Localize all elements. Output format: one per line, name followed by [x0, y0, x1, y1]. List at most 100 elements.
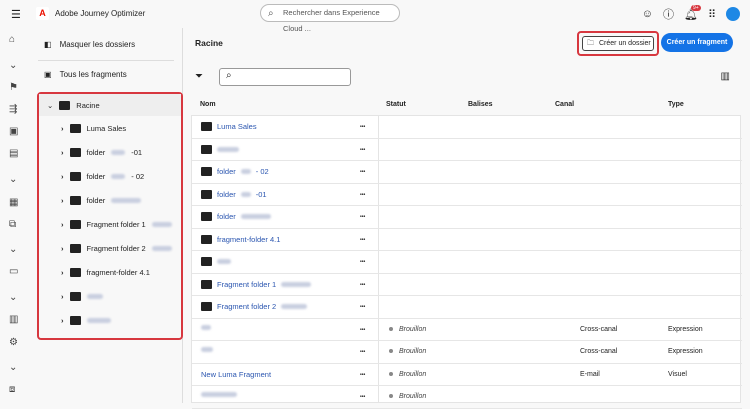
row-name[interactable]: fragment-folder 4.1	[201, 234, 281, 244]
row-name-label[interactable]: Fragment folder 2	[217, 302, 277, 311]
table-row[interactable]: ••• Brouillon	[192, 386, 742, 409]
create-fragment-button[interactable]: Créer un fragment	[661, 33, 733, 52]
schemas-icon[interactable]: ▥	[9, 314, 19, 325]
row-name[interactable]: Luma Sales	[201, 122, 257, 131]
notifications-icon[interactable]: 🔔︎ 9+	[683, 4, 701, 21]
more-actions-icon[interactable]: •••	[360, 169, 366, 175]
chevron-right-icon[interactable]: ›	[61, 196, 64, 205]
avatar[interactable]	[726, 7, 740, 21]
column-settings-icon[interactable]: ▥	[720, 71, 730, 82]
content-icon[interactable]: ▤	[9, 148, 19, 159]
global-search-input[interactable]: ⌕ Rechercher dans Experience Cloud ...	[260, 4, 400, 33]
table-row[interactable]: ••• Brouillon Cross-canal Expression	[192, 319, 742, 341]
row-name[interactable]: Fragment folder 1	[201, 279, 312, 289]
tree-item[interactable]: › Luma Sales	[61, 124, 126, 133]
row-name-label[interactable]: folder	[217, 167, 236, 176]
row-name[interactable]: folder -01	[201, 189, 267, 199]
row-name[interactable]	[201, 392, 237, 397]
channels-icon[interactable]: ⧈	[9, 384, 16, 395]
row-name[interactable]: folder - 02	[201, 167, 269, 176]
more-actions-icon[interactable]: •••	[360, 349, 366, 355]
table-row[interactable]: folder - 02 •••	[192, 161, 742, 184]
table-row[interactable]: fragment-folder 4.1 •••	[192, 229, 742, 251]
campaign-icon[interactable]: ⚑	[9, 82, 18, 93]
row-name-label[interactable]: folder	[217, 189, 236, 199]
row-name[interactable]: Fragment folder 2	[201, 302, 308, 311]
more-actions-icon[interactable]: •••	[360, 394, 366, 400]
reports-icon[interactable]: ▦	[9, 197, 19, 208]
table-row[interactable]: Fragment folder 1 •••	[192, 274, 742, 296]
help-icon[interactable]: ⓘ	[662, 9, 674, 21]
chevron-right-icon[interactable]: ›	[61, 124, 64, 133]
table-row[interactable]: •••	[192, 139, 742, 161]
more-actions-icon[interactable]: •••	[360, 214, 366, 220]
row-name-label[interactable]: New Luma Fragment	[201, 369, 272, 379]
tree-item[interactable]: › fragment-folder 4.1	[61, 268, 150, 277]
more-actions-icon[interactable]: •••	[360, 191, 366, 198]
chevron-right-icon[interactable]: ›	[61, 268, 64, 277]
chevron-right-icon[interactable]: ›	[61, 148, 64, 157]
all-fragments-item[interactable]: ▣ Tous les fragments	[44, 70, 127, 79]
table-row[interactable]: folder •••	[192, 206, 742, 229]
chevron-down-icon[interactable]: ⌄	[9, 174, 18, 185]
more-actions-icon[interactable]: •••	[360, 236, 366, 243]
datasets-icon[interactable]: ⚙	[9, 337, 18, 348]
column-header-name[interactable]: Nom	[200, 101, 216, 108]
table-row[interactable]: ••• Brouillon Cross-canal Expression	[192, 341, 742, 364]
more-actions-icon[interactable]: •••	[360, 304, 366, 310]
more-actions-icon[interactable]: •••	[360, 259, 366, 265]
tree-item[interactable]: › Fragment folder 1	[61, 220, 172, 229]
apps-grid-icon[interactable]: ⠿	[707, 8, 716, 21]
row-name[interactable]	[201, 324, 211, 330]
tree-item-root[interactable]: ⌄ Racine	[47, 101, 100, 110]
tree-item[interactable]: › folder	[61, 196, 142, 205]
column-header-status[interactable]: Statut	[386, 101, 406, 108]
table-row[interactable]: Fragment folder 2 •••	[192, 296, 742, 319]
chevron-right-icon[interactable]: ›	[61, 244, 64, 253]
table-row[interactable]: New Luma Fragment ••• Brouillon E-mail Visue…	[192, 364, 742, 386]
column-header-channel[interactable]: Canal	[555, 101, 575, 108]
tree-item[interactable]: › folder -01	[61, 148, 142, 157]
chevron-down-icon[interactable]: ⌄	[9, 244, 18, 255]
tree-item[interactable]: › folder - 02	[61, 172, 144, 181]
chevron-right-icon[interactable]: ›	[61, 220, 64, 229]
filter-icon[interactable]: ⏷	[195, 71, 203, 82]
chevron-right-icon[interactable]: ›	[61, 316, 64, 325]
more-actions-icon[interactable]: •••	[360, 124, 366, 130]
decisions-icon[interactable]: ▣	[9, 126, 19, 137]
create-folder-button[interactable]: 🗀︎ Créer un dossier	[582, 36, 654, 51]
hide-folders-button[interactable]: ◧ Masquer les dossiers	[44, 40, 135, 49]
table-row[interactable]: folder -01 •••	[192, 184, 742, 206]
chevron-right-icon[interactable]: ›	[61, 292, 64, 301]
journey-icon[interactable]: ⇶	[9, 104, 18, 115]
row-name-label[interactable]: Fragment folder 1	[217, 279, 277, 289]
row-name-label[interactable]: folder	[217, 212, 236, 221]
profiles-icon[interactable]: ▭	[9, 266, 19, 277]
row-name-label[interactable]: Luma Sales	[217, 122, 257, 131]
chevron-down-icon[interactable]: ⌄	[9, 362, 18, 373]
row-name[interactable]	[201, 144, 239, 154]
fragments-icon[interactable]: ⧉	[9, 219, 17, 230]
feedback-icon[interactable]: ☺	[641, 8, 653, 20]
row-name[interactable]: folder	[201, 212, 271, 221]
more-actions-icon[interactable]: •••	[360, 146, 366, 153]
more-actions-icon[interactable]: •••	[360, 371, 366, 378]
chevron-right-icon[interactable]: ›	[61, 172, 64, 181]
more-actions-icon[interactable]: •••	[360, 281, 366, 288]
menu-icon[interactable]: ☰	[11, 9, 21, 21]
tree-item[interactable]: ›	[61, 292, 103, 301]
more-actions-icon[interactable]: •••	[360, 326, 366, 333]
row-name[interactable]	[201, 347, 213, 352]
tree-item[interactable]: ›	[61, 316, 111, 325]
chevron-down-icon[interactable]: ⌄	[9, 60, 18, 71]
row-name[interactable]	[201, 257, 231, 266]
row-name[interactable]: New Luma Fragment	[201, 370, 271, 379]
column-header-tags[interactable]: Balises	[468, 101, 493, 108]
table-row[interactable]: •••	[192, 251, 742, 274]
tree-item[interactable]: › Fragment folder 2	[61, 244, 172, 253]
search-input[interactable]: ⌕	[219, 68, 351, 86]
row-name-label[interactable]: fragment-folder 4.1	[217, 234, 281, 244]
chevron-down-icon[interactable]: ⌄	[9, 292, 18, 303]
home-icon[interactable]: ⌂	[9, 34, 16, 45]
column-header-type[interactable]: Type	[668, 101, 684, 108]
